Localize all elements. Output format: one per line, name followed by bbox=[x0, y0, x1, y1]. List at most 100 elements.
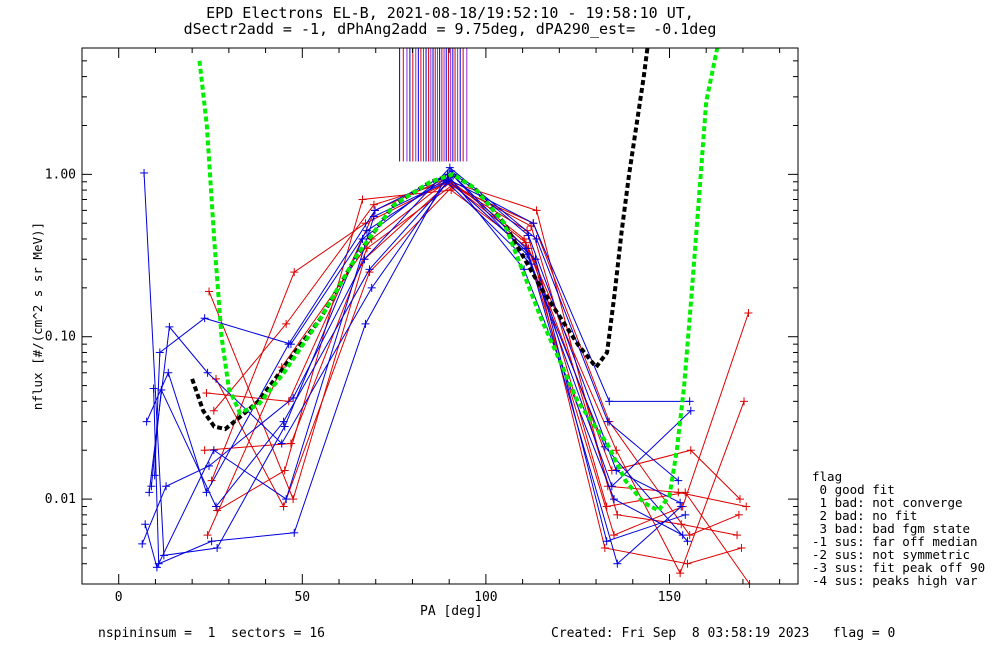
spin-a-data-point bbox=[209, 446, 218, 455]
spin-b-data-point bbox=[674, 488, 683, 497]
spin-b-data-point bbox=[677, 520, 686, 529]
spin-a-data-point bbox=[280, 422, 289, 431]
spin-a-data-point bbox=[360, 255, 369, 264]
spin-a-data-point bbox=[289, 393, 298, 402]
tick-labels: 0 50 100 150 1.00 0.10 0.01 bbox=[45, 167, 682, 605]
spin-b-data-point bbox=[685, 531, 694, 540]
chart-title-line-2: dSectr2add = -1, dPhAng2add = 9.75deg, d… bbox=[183, 20, 717, 38]
footer-left: nspininsum = 1 sectors = 16 bbox=[98, 626, 325, 641]
legend-title: flag bbox=[812, 469, 843, 484]
plot-frame bbox=[81, 47, 799, 585]
spin-a-data-point bbox=[152, 563, 161, 572]
spin-b-data-point bbox=[744, 308, 753, 317]
spin-a-data-point bbox=[677, 502, 686, 511]
x-tick-label: 0 bbox=[115, 590, 123, 605]
spin-a-series-line bbox=[148, 179, 686, 542]
spin-b-data-point bbox=[740, 397, 749, 406]
spin-a-data-point bbox=[147, 482, 156, 491]
spin-a-data-point bbox=[445, 163, 454, 172]
spin-a-data-point bbox=[607, 482, 616, 491]
spin-a-data-point bbox=[165, 322, 174, 331]
x-tick-label: 100 bbox=[474, 590, 497, 605]
spin-a-data-point bbox=[207, 537, 216, 546]
spin-b-data-point bbox=[282, 319, 291, 328]
x-axis-label: PA [deg] bbox=[420, 604, 483, 619]
spin-b-data-point bbox=[358, 195, 367, 204]
chart-title-line-1: EPD Electrons EL-B, 2021-08-18/19:52:10 … bbox=[206, 4, 694, 22]
spin-a-data-point bbox=[442, 177, 451, 186]
spin-a-data-point bbox=[290, 528, 299, 537]
spin-a-data-point bbox=[361, 319, 370, 328]
spin-b-data-point bbox=[209, 406, 218, 415]
spin-a-data-point bbox=[613, 559, 622, 568]
spin-a-data-point bbox=[138, 539, 147, 548]
y-tick-label: 0.01 bbox=[45, 492, 76, 507]
sector-marker-lines bbox=[399, 48, 468, 162]
spin-b-data-point bbox=[200, 446, 209, 455]
spin-a-data-point bbox=[202, 488, 211, 497]
spin-a-data-point bbox=[142, 417, 151, 426]
spin-b-data-point bbox=[610, 531, 619, 540]
y-tick-label: 0.10 bbox=[45, 330, 76, 345]
spin-b-data-point bbox=[686, 446, 695, 455]
spin-a-data-point bbox=[365, 265, 374, 274]
spin-b-data-point bbox=[676, 569, 685, 578]
spin-a-data-point bbox=[140, 168, 149, 177]
spin-a-data-point bbox=[524, 231, 533, 240]
axis-ticks bbox=[82, 47, 798, 585]
spin-a-data-point bbox=[162, 482, 171, 491]
spin-b-data-point bbox=[613, 510, 622, 519]
fit-curve-green bbox=[197, 47, 720, 514]
spin-b-data-point bbox=[612, 446, 621, 455]
spin-a-data-point bbox=[602, 537, 611, 546]
spin-b-data-point bbox=[289, 495, 298, 504]
y-axis-label: nflux [#/(cm^2 s sr MeV)] bbox=[30, 221, 45, 411]
spin-a-data-point bbox=[676, 498, 685, 507]
spin-a-data-point bbox=[149, 384, 158, 393]
spin-a-data-point bbox=[200, 314, 209, 323]
spin-b-data-point bbox=[447, 186, 456, 195]
spin-b-data-point bbox=[532, 206, 541, 215]
spin-b-series-line bbox=[208, 181, 747, 508]
spin-a-data-point bbox=[532, 234, 541, 243]
spin-b-data-point bbox=[735, 495, 744, 504]
spin-a-data-point bbox=[612, 466, 621, 475]
spin-b-data-point bbox=[202, 389, 211, 398]
spin-a-data-point bbox=[155, 348, 164, 357]
spin-a-data-point bbox=[610, 495, 619, 504]
spin-a-data-point bbox=[150, 471, 159, 480]
spin-a-data-point bbox=[371, 206, 380, 215]
spin-b-data-point bbox=[290, 268, 299, 277]
spin-a-data-point bbox=[521, 244, 530, 253]
spin-a-series-line bbox=[146, 173, 683, 536]
fit-curves bbox=[190, 47, 720, 514]
spin-a-data-point bbox=[282, 495, 291, 504]
legend-entry: -2 sus: not symmetric bbox=[812, 547, 971, 562]
spin-b-data-point bbox=[742, 502, 751, 511]
spin-a-data-point bbox=[367, 283, 376, 292]
legend-entry: 2 bad: no fit bbox=[812, 508, 918, 523]
spin-b-data-point bbox=[602, 502, 611, 511]
spin-a-data-point bbox=[369, 212, 378, 221]
spin-b-data-point bbox=[369, 200, 378, 209]
spin-b-data-point bbox=[203, 531, 212, 540]
spin-a-data-point bbox=[603, 417, 612, 426]
spin-a-data-point bbox=[529, 219, 538, 228]
spin-b-data-point bbox=[600, 543, 609, 552]
spin-b-series-line bbox=[206, 177, 749, 536]
legend-entry: 0 good fit bbox=[812, 482, 895, 497]
spin-a-data-point bbox=[685, 397, 694, 406]
spin-b-data-point bbox=[737, 543, 746, 552]
x-tick-label: 50 bbox=[294, 590, 310, 605]
spin-a-data-point bbox=[212, 502, 221, 511]
spin-b-data-point bbox=[280, 466, 289, 475]
spin-b-data-point bbox=[279, 502, 288, 511]
spin-a-data-point bbox=[674, 476, 683, 485]
data-series bbox=[138, 163, 754, 588]
legend-entry: 3 bad: bad fgm state bbox=[812, 521, 971, 536]
spin-a-data-point bbox=[683, 537, 692, 546]
spin-a-data-point bbox=[203, 368, 212, 377]
spin-a-data-point bbox=[678, 531, 687, 540]
legend-entry: -4 sus: peaks high var bbox=[812, 573, 978, 588]
